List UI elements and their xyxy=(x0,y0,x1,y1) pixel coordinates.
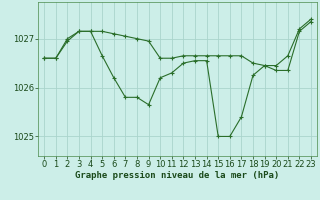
X-axis label: Graphe pression niveau de la mer (hPa): Graphe pression niveau de la mer (hPa) xyxy=(76,171,280,180)
